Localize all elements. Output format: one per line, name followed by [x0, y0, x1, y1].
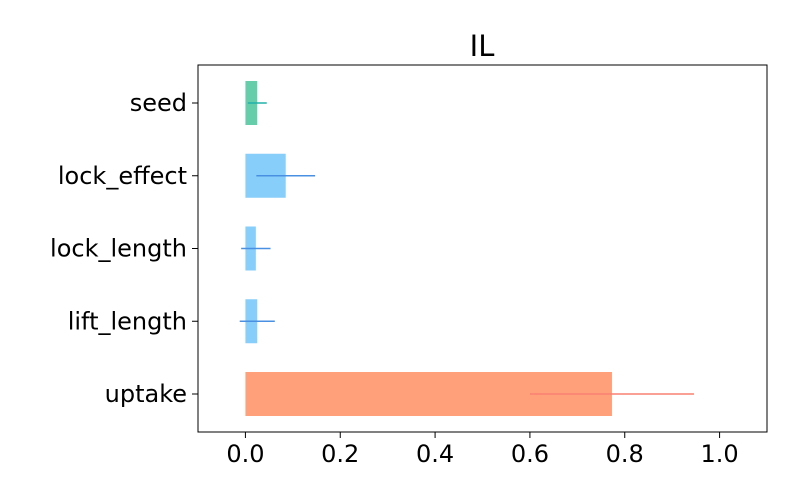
x-tick-label: 0.6 [511, 440, 549, 468]
chart-title: IL [470, 29, 495, 63]
x-tick-label: 0.8 [606, 440, 644, 468]
y-tick-label: lift_length [68, 307, 187, 335]
error-bars-layer [239, 102, 694, 395]
y-tick-label: lock_length [50, 235, 187, 263]
y-tick-label: seed [130, 89, 187, 117]
x-tick-label: 0.4 [416, 440, 454, 468]
y-tick-label: lock_effect [58, 162, 187, 190]
x-axis: 0.0 0.2 0.4 0.6 0.8 1.0 [226, 432, 739, 468]
y-tick-label: uptake [105, 380, 187, 408]
x-tick-label: 1.0 [700, 440, 738, 468]
x-tick-label: 0.2 [321, 440, 359, 468]
y-axis: seed lock_effect lock_length lift_lengthupt… [50, 89, 198, 408]
bars-layer [245, 81, 612, 416]
x-tick-label: 0.0 [226, 440, 264, 468]
